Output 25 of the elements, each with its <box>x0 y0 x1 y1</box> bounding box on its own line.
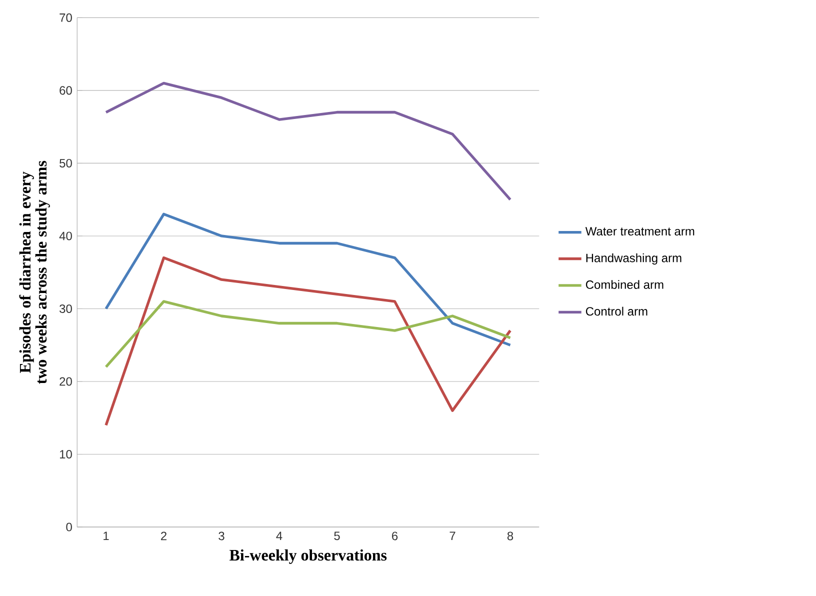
legend-label: Combined arm <box>586 280 664 289</box>
y-tick-label: 40 <box>59 232 72 240</box>
legend-label: Water treatment arm <box>585 227 694 236</box>
x-tick-label: 3 <box>218 532 224 540</box>
y-tick-label: 0 <box>66 522 72 532</box>
x-tick-label: 1 <box>104 532 109 540</box>
x-tick-label: 4 <box>276 532 282 540</box>
y-tick-label: 10 <box>60 450 72 458</box>
x-tick-label: 2 <box>161 532 166 540</box>
y-tick-label: 60 <box>60 86 72 95</box>
y-tick-label: 30 <box>60 304 72 313</box>
legend-label: Control arm <box>586 306 648 316</box>
line-series <box>104 300 512 368</box>
y-axis-title: Episodes of diarrhea in every two weeks across the study arms <box>19 160 50 384</box>
line-series <box>104 212 512 346</box>
line-series <box>104 82 512 201</box>
x-axis-title: Bi-weekly observations <box>230 549 387 564</box>
y-tick-label: 50 <box>60 158 72 168</box>
y-tick-label: 70 <box>60 13 72 22</box>
x-tick-label: 8 <box>507 532 514 540</box>
y-tick-label: 20 <box>60 377 72 386</box>
x-tick-label: 7 <box>450 532 456 540</box>
legend-label: Handwashing arm <box>586 253 682 265</box>
x-tick-label: 6 <box>392 532 398 540</box>
x-tick-label: 5 <box>334 532 340 540</box>
